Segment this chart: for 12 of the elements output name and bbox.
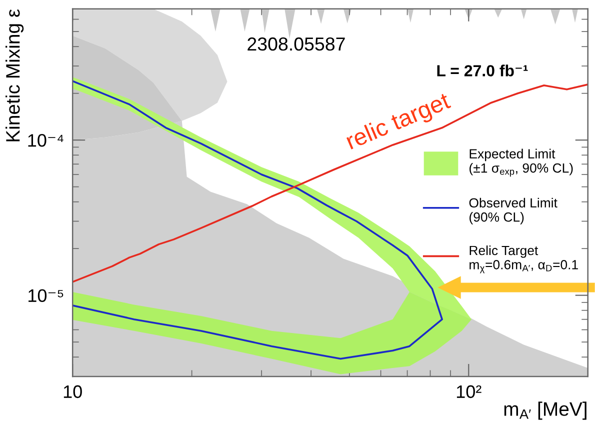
x-tick-label: 10² xyxy=(456,385,482,398)
legend-label: Relic Target m$_{χ}$=0.6m$_{A′}$, α$_{D}$=0.1 xyxy=(470,245,578,274)
x-tick-label: 10 xyxy=(64,385,82,398)
x-axis-title: m$_{A′}$ [MeV] xyxy=(504,402,586,420)
legend-label: Expected Limit (±1 σ$_{exp}$, 90% CL) xyxy=(470,148,573,177)
annotation: 2308.05587 xyxy=(248,37,345,51)
annotation: L = 27.0 fb⁻¹ xyxy=(437,64,528,76)
legend-label: Observed Limit (90% CL) xyxy=(469,198,558,224)
y-axis-title: Kinetic Mixing ε xyxy=(6,9,24,142)
annotation: relic target xyxy=(344,91,454,154)
y-tick-label: 10⁻⁴ xyxy=(28,134,64,147)
y-tick-label: 10⁻⁵ xyxy=(28,289,64,302)
